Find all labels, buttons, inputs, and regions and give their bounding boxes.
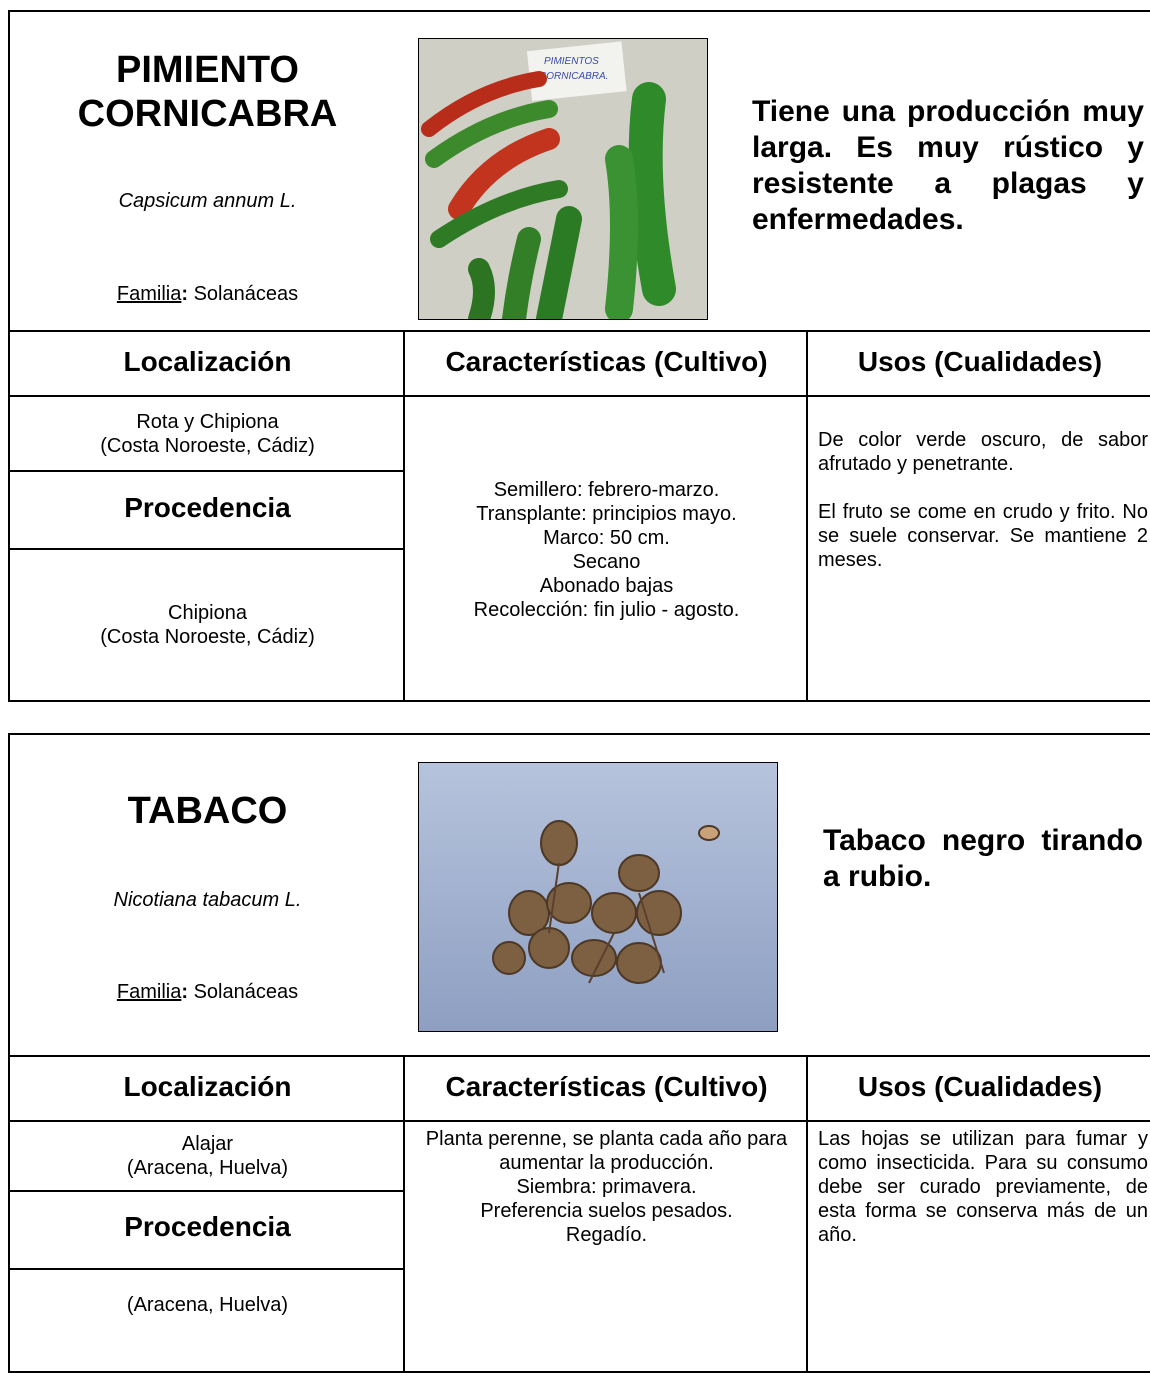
divider — [10, 1190, 405, 1192]
characteristics: Planta perenne, se planta cada año para … — [420, 1127, 793, 1247]
divider — [10, 330, 1150, 332]
family-value: Solanáceas — [193, 981, 299, 1003]
text-line: Transplante: principios mayo. — [476, 502, 737, 525]
text-line: Chipiona — [168, 602, 247, 624]
uses: De color verde oscuro, de sabor afrutado… — [818, 428, 1148, 596]
text-line: (Aracena, Huelva) — [126, 1157, 289, 1179]
divider — [806, 1055, 808, 1371]
family: Familia: Solanáceas — [10, 283, 405, 306]
text-line: Secano — [572, 550, 641, 573]
column-header: Localización — [123, 1071, 292, 1102]
divider — [10, 395, 1150, 397]
scientific-name: Nicotiana tabacum L. — [113, 889, 302, 911]
row-header: Procedencia — [124, 1211, 291, 1242]
divider — [10, 1120, 1150, 1122]
paragraph: Las hojas se utilizan para fumar y como … — [818, 1128, 1148, 1246]
column-header: Usos (Cualidades) — [857, 1071, 1103, 1102]
plant-card: PIMIENTO CORNICABRA Capsicum annum L. Fa… — [8, 10, 1150, 702]
characteristics: Semillero: febrero-marzo. Transplante: pr… — [405, 397, 808, 702]
photo-label: PIMIENTOS — [544, 56, 599, 67]
text-line: Planta perenne, se planta cada año para … — [425, 1128, 788, 1174]
family: Familia: Solanáceas — [10, 981, 405, 1004]
text-line: (Costa Noroeste, Cádiz) — [100, 434, 315, 457]
text-line: Preferencia suelos pesados. — [480, 1200, 733, 1222]
column-header: Usos (Cualidades) — [857, 346, 1103, 377]
divider — [10, 1268, 405, 1270]
location: Alajar (Aracena, Huelva) — [10, 1122, 405, 1190]
photo: PIMIENTOS CORNICABRA. — [418, 38, 708, 320]
family-colon: : — [181, 283, 189, 305]
family-colon: : — [181, 981, 189, 1003]
divider — [10, 470, 405, 472]
divider — [403, 1055, 405, 1371]
text-line: Regadío. — [565, 1224, 648, 1246]
divider — [10, 548, 405, 550]
divider — [10, 1055, 1150, 1057]
divider — [403, 330, 405, 700]
photo-label: CORNICABRA. — [539, 71, 608, 82]
location: Rota y Chipiona (Costa Noroeste, Cádiz) — [10, 397, 405, 470]
column-header: Características (Cultivo) — [445, 346, 768, 377]
column-header: Localización — [123, 346, 292, 377]
description: Tabaco negro tirando a rubio. — [823, 824, 1143, 893]
plant-title: TABACO — [10, 789, 405, 833]
text-line: Abonado bajas — [539, 574, 674, 597]
text-line: (Aracena, Huelva) — [126, 1294, 289, 1316]
title-line: TABACO — [127, 790, 288, 832]
divider — [806, 330, 808, 700]
plant-card: TABACO Nicotiana tabacum L. Familia: Sol… — [8, 733, 1150, 1373]
family-label: Familia — [116, 981, 182, 1003]
family-value: Solanáceas — [193, 283, 299, 305]
page: PIMIENTO CORNICABRA Capsicum annum L. Fa… — [8, 10, 1150, 1373]
text-line: Rota y Chipiona — [136, 410, 279, 433]
text-line: (Costa Noroeste, Cádiz) — [100, 626, 315, 648]
photo — [418, 762, 778, 1032]
origin: (Aracena, Huelva) — [10, 1270, 405, 1340]
title-line: PIMIENTO — [116, 49, 299, 91]
text-line: Alajar — [181, 1133, 234, 1155]
paragraph: El fruto se come en crudo y frito. No se… — [818, 501, 1148, 571]
text-line: Recolección: fin julio - agosto. — [473, 598, 740, 621]
title-line: CORNICABRA — [77, 93, 338, 135]
column-header: Características (Cultivo) — [445, 1071, 768, 1102]
paragraph: De color verde oscuro, de sabor afrutado… — [818, 429, 1148, 475]
text-line: Siembra: primavera. — [516, 1176, 697, 1198]
family-label: Familia — [116, 283, 182, 305]
text-line: Semillero: febrero-marzo. — [493, 478, 720, 501]
plant-title: PIMIENTO CORNICABRA — [10, 48, 405, 136]
row-header: Procedencia — [124, 492, 291, 523]
uses: Las hojas se utilizan para fumar y como … — [818, 1127, 1148, 1271]
description: Tiene una producción muy larga. Es muy r… — [752, 95, 1144, 236]
scientific-name: Capsicum annum L. — [118, 190, 297, 212]
text-line: Marco: 50 cm. — [543, 526, 670, 549]
origin: Chipiona (Costa Noroeste, Cádiz) — [10, 550, 405, 700]
